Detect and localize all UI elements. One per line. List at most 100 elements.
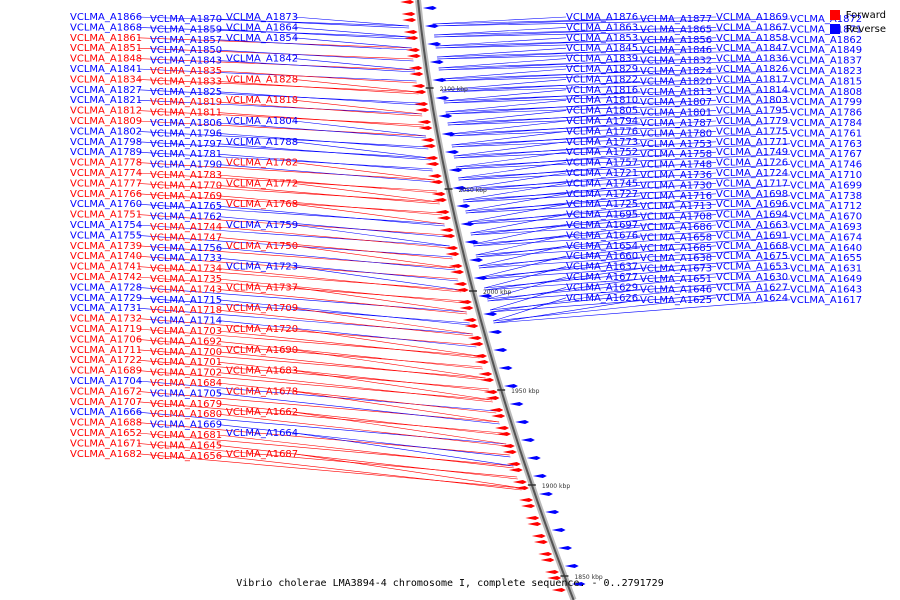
reverse-gene-feature <box>452 186 467 190</box>
gene-label: VCLMA_A1700 <box>150 347 222 358</box>
label-connector <box>444 91 791 104</box>
gene-label: VCLMA_A1853 <box>566 33 638 44</box>
gene-label: VCLMA_A1704 <box>70 376 142 387</box>
label-connector <box>294 79 419 93</box>
label-connector <box>470 214 567 234</box>
label-connector <box>445 101 791 115</box>
label-connector <box>138 411 507 445</box>
label-connector <box>218 174 438 194</box>
forward-gene-feature <box>435 210 450 214</box>
sequence-caption: Vibrio cholerae LMA3894-4 chromosome I, … <box>236 578 664 589</box>
gene-label: VCLMA_A1865 <box>640 24 712 35</box>
label-connector <box>218 351 487 381</box>
label-connector <box>218 29 411 40</box>
gene-label: VCLMA_A1732 <box>70 314 142 325</box>
gene-label: VCLMA_A1687 <box>226 449 298 460</box>
axis-tick-label: 1850 kbp <box>574 574 602 581</box>
label-connector <box>443 89 567 102</box>
forward-gene-feature <box>495 426 510 430</box>
label-connector <box>138 328 480 357</box>
reverse-gene-feature <box>441 132 456 136</box>
label-connector <box>138 193 442 214</box>
gene-label: VCLMA_A1814 <box>716 85 788 96</box>
reverse-gene-feature <box>483 312 498 316</box>
gene-label: VCLMA_A1664 <box>226 428 298 439</box>
gene-label: VCLMA_A1824 <box>640 66 712 77</box>
label-connector <box>436 47 567 58</box>
gene-label: VCLMA_A1660 <box>566 251 638 262</box>
label-connector <box>484 268 641 291</box>
label-connector <box>294 224 450 247</box>
label-connector <box>138 266 461 291</box>
label-connector <box>294 328 480 357</box>
gene-label: VCLMA_A1643 <box>790 284 862 295</box>
reverse-gene-feature <box>493 348 508 352</box>
gene-label: VCLMA_A1731 <box>70 303 142 314</box>
gene-label: VCLMA_A1748 <box>640 160 712 171</box>
label-connector <box>138 89 421 104</box>
label-connector <box>218 153 433 172</box>
forward-gene-feature <box>414 102 429 106</box>
backbone-line <box>417 0 575 600</box>
gene-label: VCLMA_A1783 <box>150 170 222 181</box>
gene-label: VCLMA_A1780 <box>640 128 712 139</box>
label-connector <box>449 122 791 137</box>
gene-label: VCLMA_A1767 <box>790 149 862 160</box>
label-connector <box>438 60 791 71</box>
label-connector <box>294 245 456 269</box>
gene-label: VCLMA_A1750 <box>226 241 298 252</box>
label-connector <box>475 235 567 256</box>
gene-label: VCLMA_A1851 <box>70 43 142 54</box>
label-connector <box>445 101 641 115</box>
gene-label: VCLMA_A1841 <box>70 64 142 75</box>
label-connector <box>476 237 641 258</box>
forward-gene-feature <box>462 318 477 322</box>
label-connector <box>138 432 514 467</box>
label-connector <box>460 172 567 190</box>
gene-label: VCLMA_A1724 <box>716 168 788 179</box>
label-connector <box>138 349 486 379</box>
label-connector <box>138 276 464 302</box>
gene-label: VCLMA_A1737 <box>226 282 298 293</box>
reverse-gene-feature <box>551 528 566 532</box>
label-connector <box>218 60 416 73</box>
forward-gene-feature <box>464 324 479 328</box>
gene-label: VCLMA_A1754 <box>70 220 142 231</box>
reverse-gene-feature <box>478 294 493 298</box>
forward-gene-feature <box>436 216 451 220</box>
label-connector <box>445 99 567 113</box>
label-connector <box>218 424 511 458</box>
gene-label: VCLMA_A1768 <box>226 199 298 210</box>
gene-label: VCLMA_A1702 <box>150 368 222 379</box>
gene-label: VCLMA_A1858 <box>716 33 788 44</box>
gene-label: VCLMA_A1804 <box>226 116 298 127</box>
label-connector <box>493 299 641 324</box>
label-connector <box>487 278 641 302</box>
label-connector <box>473 224 717 245</box>
gene-label: VCLMA_A1825 <box>150 87 222 98</box>
gene-label: VCLMA_A1773 <box>566 137 638 148</box>
label-connector <box>467 203 717 223</box>
gene-label: VCLMA_A1656 <box>150 451 222 462</box>
gene-label: VCLMA_A1730 <box>640 180 712 191</box>
gene-label: VCLMA_A1795 <box>716 106 788 117</box>
gene-label: VCLMA_A1726 <box>716 158 788 169</box>
reverse-gene-feature <box>571 582 586 586</box>
label-connector <box>458 162 567 179</box>
reverse-gene-feature <box>427 42 442 46</box>
label-connector <box>218 309 474 337</box>
reverse-swatch <box>829 24 840 34</box>
gene-label: VCLMA_A1863 <box>566 22 638 33</box>
label-connector <box>487 276 567 300</box>
label-connector <box>218 330 480 359</box>
label-connector <box>463 185 641 203</box>
forward-gene-feature <box>547 576 562 580</box>
label-connector <box>138 172 437 192</box>
label-connector <box>138 99 422 115</box>
gene-label: VCLMA_A1873 <box>226 12 298 23</box>
gene-label: VCLMA_A1706 <box>70 334 142 345</box>
reverse-gene-feature <box>520 438 535 442</box>
forward-gene-feature <box>448 264 463 268</box>
label-connector <box>294 287 467 313</box>
gene-label: VCLMA_A1662 <box>226 407 298 418</box>
